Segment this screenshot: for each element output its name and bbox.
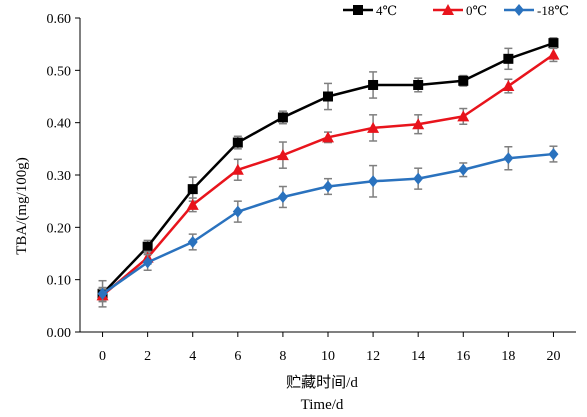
x-tick-label: 20 bbox=[546, 349, 560, 364]
x-tick-label: 8 bbox=[279, 349, 286, 364]
data-point bbox=[232, 137, 243, 148]
data-point bbox=[413, 172, 424, 185]
axes bbox=[79, 18, 576, 333]
x-tick-label: 4 bbox=[189, 349, 196, 364]
series-0 bbox=[97, 37, 559, 301]
data-point bbox=[458, 163, 469, 176]
x-axis-title: 贮藏时间/d bbox=[286, 374, 358, 391]
data-point bbox=[367, 121, 380, 133]
x-tick-label: 14 bbox=[411, 349, 425, 364]
y-axis-title: TBA/(mg/100g) bbox=[14, 157, 30, 255]
legend-label: 0℃ bbox=[466, 3, 487, 18]
data-point bbox=[548, 38, 559, 49]
data-point bbox=[547, 48, 560, 60]
data-point bbox=[277, 190, 288, 203]
series-2 bbox=[97, 145, 559, 308]
legend-marker bbox=[353, 5, 363, 15]
x-axis-ticks: 0 2 4 6 8 10 12 14 16 18 20 bbox=[99, 332, 560, 364]
legend-label: -18℃ bbox=[537, 3, 569, 18]
data-point bbox=[142, 256, 153, 269]
x-tick-label: 10 bbox=[321, 349, 335, 364]
y-tick-label: 0.20 bbox=[47, 221, 72, 236]
data-point bbox=[231, 163, 244, 175]
series-line bbox=[101, 152, 554, 295]
data-point bbox=[322, 131, 334, 143]
data-point bbox=[503, 53, 514, 64]
data-point bbox=[186, 198, 199, 210]
x-tick-label: 18 bbox=[501, 349, 515, 364]
data-point bbox=[457, 110, 470, 122]
y-axis-ticks: 0.00 0.10 0.20 0.30 0.40 0.50 0.60 bbox=[47, 12, 80, 341]
x-axis-title-english: Time/d bbox=[301, 397, 344, 413]
x-tick-label: 2 bbox=[144, 349, 151, 364]
x-tick-label: 0 bbox=[99, 349, 106, 364]
y-tick-label: 0.50 bbox=[47, 64, 72, 79]
data-point bbox=[97, 287, 108, 300]
data-point bbox=[368, 175, 379, 188]
series-layer bbox=[96, 37, 560, 308]
x-tick-label: 6 bbox=[234, 349, 241, 364]
data-point bbox=[458, 75, 469, 86]
legend-marker bbox=[442, 4, 454, 15]
data-point bbox=[548, 148, 559, 161]
data-point bbox=[413, 79, 424, 90]
data-point bbox=[277, 112, 288, 123]
data-point bbox=[412, 118, 425, 130]
data-point bbox=[502, 80, 515, 92]
legend-label: 4℃ bbox=[376, 3, 397, 18]
data-point bbox=[276, 149, 289, 161]
data-point bbox=[323, 91, 333, 102]
y-tick-label: 0.30 bbox=[47, 169, 72, 184]
data-point bbox=[232, 205, 243, 218]
data-point bbox=[142, 241, 153, 252]
legend: 4℃ 0℃ -18℃ bbox=[343, 3, 569, 18]
data-point bbox=[323, 180, 333, 193]
y-tick-label: 0.60 bbox=[47, 12, 72, 27]
data-point bbox=[503, 152, 514, 165]
x-tick-label: 12 bbox=[366, 349, 380, 364]
y-tick-label: 0.10 bbox=[47, 274, 72, 289]
series-line bbox=[101, 41, 554, 295]
x-tick-label: 16 bbox=[456, 349, 470, 364]
legend-marker bbox=[514, 4, 524, 16]
data-point bbox=[187, 235, 198, 248]
y-tick-label: 0.00 bbox=[47, 326, 72, 341]
y-tick-label: 0.40 bbox=[47, 117, 72, 132]
data-point bbox=[368, 79, 379, 90]
data-point bbox=[187, 184, 198, 195]
